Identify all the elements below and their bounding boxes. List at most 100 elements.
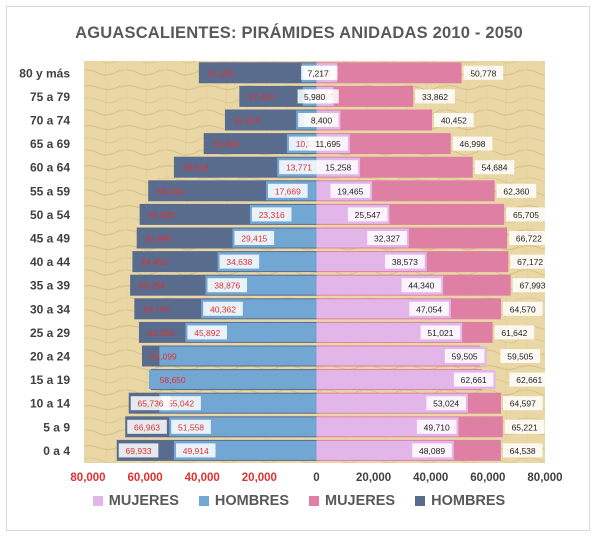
label-mujeres-2010-10: 47,054	[416, 304, 442, 314]
label-hombres-2050-5: 58,930	[157, 186, 183, 196]
category-label-4: 60 a 64	[30, 161, 70, 175]
legend-label-1: HOMBRES	[214, 493, 289, 509]
legend-swatch-3	[415, 496, 426, 506]
category-label-10: 30 a 34	[30, 302, 70, 316]
label-mujeres-2050-5-box	[496, 183, 537, 198]
label-hombres-2010-7: 29,415	[241, 234, 267, 244]
x-tick-label-3: 20,000	[242, 472, 277, 484]
label-mujeres-2050-10: 64,570	[510, 304, 536, 314]
label-mujeres-2010-3: 11,695	[315, 139, 341, 149]
label-hombres-2010-9: 38,876	[214, 281, 240, 291]
bar-mujeres-inner-12	[316, 346, 487, 366]
label-hombres-2050-12: 61,099	[151, 352, 177, 362]
label-hombres-2010-14-box	[161, 396, 201, 411]
label-mujeres-2010-5: 19,465	[337, 186, 363, 196]
bar-hombres-outer-0	[198, 62, 317, 84]
legend-swatch-2	[309, 496, 319, 506]
category-label-15: 5 a 9	[43, 420, 70, 434]
label-mujeres-2050-9-box	[512, 278, 553, 293]
bar-hombres-outer-2	[224, 109, 317, 131]
bar-mujeres-outer-3	[316, 133, 451, 155]
label-hombres-2010-16: 49,914	[183, 446, 209, 456]
label-mujeres-2050-5: 62,360	[503, 186, 529, 196]
legend-item-0: MUJERES	[92, 493, 179, 509]
label-mujeres-2050-4-box	[474, 160, 515, 175]
label-mujeres-2010-8-box	[385, 254, 425, 269]
category-label-7: 45 a 49	[30, 232, 70, 246]
category-label-9: 35 a 39	[30, 279, 70, 293]
category-label-5: 55 a 59	[30, 184, 70, 198]
label-hombres-2010-5: 17,669	[275, 186, 301, 196]
label-mujeres-2010-16: 48,089	[419, 446, 445, 456]
label-mujeres-2010-6-box	[347, 207, 388, 222]
label-mujeres-2050-3-box	[452, 136, 493, 151]
x-tick-label-5: 20,000	[356, 472, 391, 484]
label-hombres-2010-11: 45,892	[194, 328, 220, 338]
label-mujeres-2010-1: 5,980	[304, 92, 326, 102]
x-tick-label-0: 80,000	[70, 472, 105, 484]
label-mujeres-2010-13-box	[453, 372, 494, 387]
label-hombres-2050-3: 39,490	[213, 139, 239, 149]
label-mujeres-2010-7-box	[367, 231, 407, 245]
label-hombres-2050-7: 62,946	[146, 234, 172, 244]
category-label-14: 10 a 14	[30, 397, 70, 411]
label-mujeres-2050-11: 61,642	[501, 328, 527, 338]
label-hombres-2050-14-box	[130, 396, 171, 411]
label-mujeres-2010-11: 51,021	[427, 328, 453, 338]
label-mujeres-2050-9: 67,993	[520, 281, 546, 291]
label-extra-box-13	[509, 372, 550, 387]
label-mujeres-2050-14-box	[503, 396, 543, 411]
category-label-6: 50 a 54	[30, 208, 70, 222]
label-hombres-2010-8: 34,638	[226, 257, 252, 267]
label-mujeres-2010-1-box	[297, 89, 332, 104]
label-mujeres-2050-11-box	[494, 325, 535, 340]
label-mujeres-2050-16-box	[502, 443, 543, 458]
label-mujeres-2050-3: 46,998	[460, 139, 486, 149]
label-hombres-2050-6: 61,926	[148, 210, 174, 220]
label-mujeres-2050-6-box	[506, 207, 546, 222]
bar-hombres-inner-12	[159, 346, 317, 366]
category-label-16: 0 a 4	[43, 444, 70, 458]
label-mujeres-2010-12: 59,505	[452, 352, 478, 362]
label-mujeres-2010-8: 38,573	[392, 257, 418, 267]
label-mujeres-2050-0: 50,778	[470, 68, 496, 78]
legend-item-2: MUJERES	[309, 493, 395, 509]
label-mujeres-2010-5-box	[330, 183, 371, 198]
label-hombres-2010-8-box	[219, 254, 260, 269]
label-hombres-2010-6: 23,316	[259, 210, 285, 220]
x-tick-label-4: 0	[313, 472, 319, 484]
label-extra-13: 62,661	[516, 375, 542, 385]
label-mujeres-2010-0-box	[301, 65, 336, 80]
label-hombres-2010-6-box	[251, 207, 292, 222]
bar-hombres-outer-1	[239, 85, 317, 107]
bar-mujeres-outer-1	[316, 85, 414, 107]
label-mujeres-2050-6: 65,705	[513, 210, 539, 220]
label-mujeres-2050-7-box	[509, 231, 549, 245]
label-mujeres-2010-2-box	[304, 113, 339, 127]
category-label-8: 40 a 44	[30, 255, 70, 269]
category-label-1: 75 a 79	[30, 90, 70, 104]
label-hombres-2050-8: 64,450	[141, 257, 167, 267]
label-hombres-2010-4: 13,771	[286, 163, 312, 173]
label-mujeres-2010-4-box	[318, 160, 359, 175]
legend-label-3: HOMBRES	[431, 493, 506, 509]
label-hombres-2010-4-box	[279, 160, 319, 175]
label-mujeres-2010-10-box	[409, 301, 449, 316]
label-mujeres-2010-0: 7,217	[307, 68, 329, 78]
label-hombres-2050-4: 49,918	[183, 163, 209, 173]
label-extra-box-12	[500, 349, 541, 363]
label-hombres-2050-16: 69,933	[126, 446, 152, 456]
label-mujeres-2050-15: 65,221	[512, 422, 538, 432]
label-hombres-2010-5-box	[268, 183, 308, 198]
label-mujeres-2050-14: 64,597	[510, 399, 536, 409]
chart-title: AGUASCALIENTES: PIRÁMIDES ANIDADAS 2010 …	[75, 24, 523, 42]
label-mujeres-2050-10-box	[502, 301, 543, 316]
label-hombres-2050-16-box	[118, 443, 159, 458]
legend-label-0: MUJERES	[108, 493, 179, 509]
label-hombres-2010-7-box	[234, 231, 275, 245]
label-hombres-2010-10-box	[203, 301, 243, 316]
label-mujeres-2050-2-box	[434, 113, 474, 127]
label-mujeres-2010-6: 25,547	[355, 210, 381, 220]
label-mujeres-2050-15-box	[504, 419, 545, 434]
